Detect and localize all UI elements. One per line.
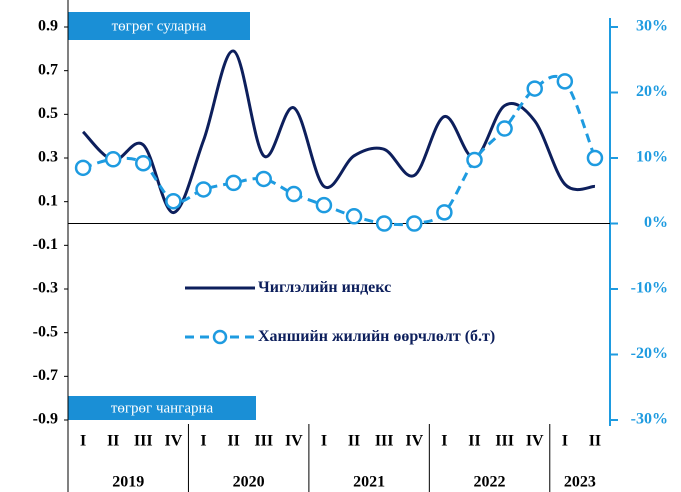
series-line [82,74,597,227]
y2-tick-label: 0% [644,214,668,231]
x-tick-label: II [468,433,480,450]
x-tick-label: I [562,433,568,450]
annotation-box [68,12,250,40]
point [195,181,212,198]
x-tick-label: III [134,433,153,450]
point [466,151,483,169]
y-tick-label: 0.3 [38,149,58,166]
annotation: төгрөг чангарна [111,400,214,416]
y-tick-label: -0.1 [33,236,58,253]
x-tick-label: III [495,433,514,450]
x-tick-label: III [375,433,394,450]
y-tick-label: 0.7 [38,61,58,78]
point [406,215,423,232]
y2-tick-label: 10% [636,149,668,166]
legend-label: Чиглэлийн индекс [258,279,392,296]
x-tick-label: II [589,433,601,450]
y2-tick-label: 30% [636,18,668,35]
point [526,80,543,97]
series-line [81,49,596,215]
x-tick-label: IV [526,433,544,450]
point [225,174,242,192]
year-label: 2023 [564,474,596,491]
annotation: төгрөг суларна [112,18,207,34]
x-tick-label: IV [405,433,423,450]
point [165,192,182,210]
legend-label: Ханшийн жилийн өөрчлөлт (б.т) [258,328,496,345]
x-tick-label: I [80,433,86,450]
year-label: 2022 [474,474,506,491]
y-tick-label: 0.1 [38,192,58,209]
year-label: 2020 [233,474,265,491]
x-tick-label: IV [285,433,303,450]
legend-marker [212,329,228,345]
y-tick-label: -0.5 [33,323,58,340]
y2-tick-label: -10% [631,280,668,297]
x-tick-label: I [321,433,327,450]
x-tick-label: IV [164,433,182,450]
y2-tick-label: 20% [636,83,668,100]
point [375,215,393,232]
point [135,154,152,172]
point [255,170,272,188]
point [556,73,574,90]
y-tick-label: -0.9 [33,411,58,428]
x-tick-label: III [254,433,273,450]
y2-tick-label: -20% [631,345,668,362]
year-label: 2019 [112,474,144,491]
annotation-box [68,396,256,420]
y-tick-label: 0.5 [38,105,58,122]
point [285,185,303,203]
year-label: 2021 [353,474,385,491]
y2-tick-label: -30% [631,411,668,428]
y-tick-label: 0.9 [38,18,58,35]
x-tick-label: I [200,433,206,450]
y-tick-label: -0.7 [33,367,58,384]
point [104,151,122,168]
x-tick-label: II [348,433,360,450]
point [436,204,453,221]
point [345,208,363,225]
point [586,149,604,167]
x-tick-label: II [107,433,119,450]
x-tick-label: II [227,433,239,450]
y-tick-label: -0.3 [33,280,58,297]
point [315,196,333,214]
x-tick-label: I [441,433,447,450]
point [496,120,513,137]
point [74,159,92,177]
